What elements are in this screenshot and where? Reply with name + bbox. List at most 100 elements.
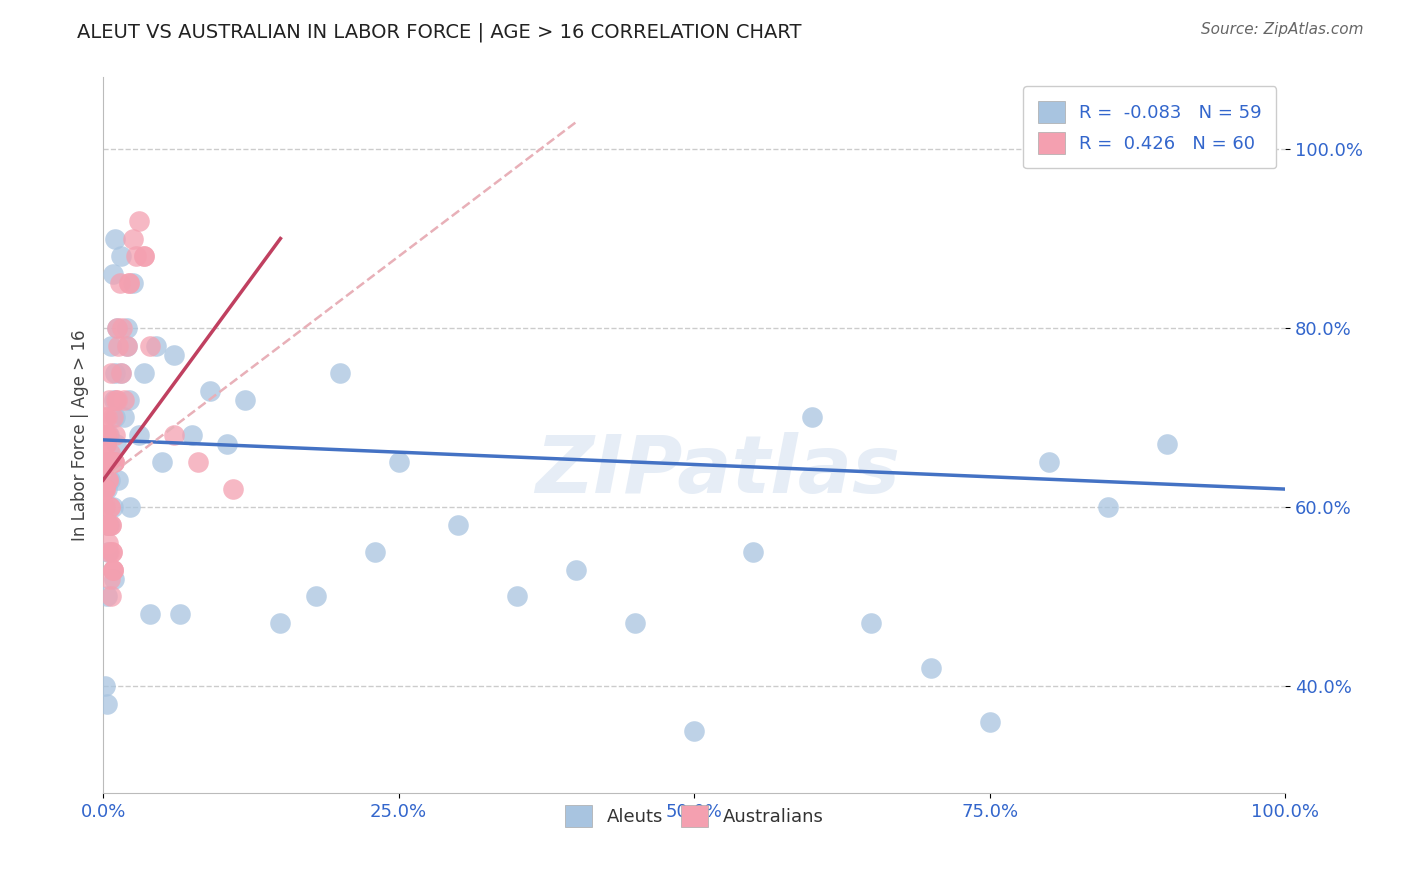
Point [145,339,167,353]
Y-axis label: In Labor Force | Age > 16: In Labor Force | Age > 16 [72,330,89,541]
Point [101,268,124,282]
Point [222,482,245,496]
Point [98,545,121,559]
Point [98,517,121,532]
Point [860,616,883,631]
Point [103,455,125,469]
Point [97,545,120,559]
Point [98,500,121,514]
Point [97,428,120,442]
Point [121,277,143,291]
Point [96,590,118,604]
Point [683,723,706,738]
Legend: Aleuts, Australians: Aleuts, Australians [558,798,831,834]
Point [110,366,132,380]
Point [1156,437,1178,451]
Point [94,428,117,442]
Point [801,410,824,425]
Point [94,482,117,496]
Point [98,455,121,469]
Point [118,277,141,291]
Point [169,607,191,622]
Point [112,410,135,425]
Point [115,321,138,335]
Point [134,366,156,380]
Point [94,500,117,514]
Point [100,590,122,604]
Text: ALEUT VS AUSTRALIAN IN LABOR FORCE | AGE > 16 CORRELATION CHART: ALEUT VS AUSTRALIAN IN LABOR FORCE | AGE… [77,22,801,42]
Point [103,455,125,469]
Point [447,517,470,532]
Point [233,392,256,407]
Point [115,339,138,353]
Point [134,249,156,263]
Point [112,392,135,407]
Point [101,545,124,559]
Point [217,437,239,451]
Point [110,366,132,380]
Point [187,455,209,469]
Point [1038,455,1060,469]
Point [104,428,127,442]
Point [101,500,124,514]
Point [101,563,124,577]
Point [920,661,942,675]
Point [134,249,156,263]
Point [96,482,118,496]
Point [94,482,117,496]
Point [94,410,117,425]
Point [305,590,328,604]
Point [105,392,128,407]
Point [1097,500,1119,514]
Point [97,535,120,549]
Point [198,384,221,398]
Point [128,213,150,227]
Point [121,231,143,245]
Point [94,428,117,442]
Point [120,500,142,514]
Point [101,410,124,425]
Point [388,455,411,469]
Point [118,392,141,407]
Point [103,392,125,407]
Point [101,563,124,577]
Point [100,339,122,353]
Point [101,545,124,559]
Point [624,616,647,631]
Point [105,437,128,451]
Point [96,410,118,425]
Point [96,517,118,532]
Point [94,437,117,451]
Point [115,339,138,353]
Point [565,563,588,577]
Point [107,339,129,353]
Point [104,231,127,245]
Point [100,366,122,380]
Point [742,545,765,559]
Point [96,697,118,711]
Point [104,410,127,425]
Point [107,473,129,487]
Point [93,482,115,496]
Point [105,392,128,407]
Point [105,321,128,335]
Point [98,455,121,469]
Point [128,428,150,442]
Point [94,679,117,693]
Point [103,455,125,469]
Text: ZIPatlas: ZIPatlas [536,433,900,510]
Point [96,455,118,469]
Point [139,339,162,353]
Point [110,249,132,263]
Point [100,517,122,532]
Point [101,563,124,577]
Point [97,517,120,532]
Point [180,428,202,442]
Point [328,366,350,380]
Point [104,366,127,380]
Point [98,473,121,487]
Point [125,249,148,263]
Point [98,446,121,460]
Point [105,321,128,335]
Point [118,277,141,291]
